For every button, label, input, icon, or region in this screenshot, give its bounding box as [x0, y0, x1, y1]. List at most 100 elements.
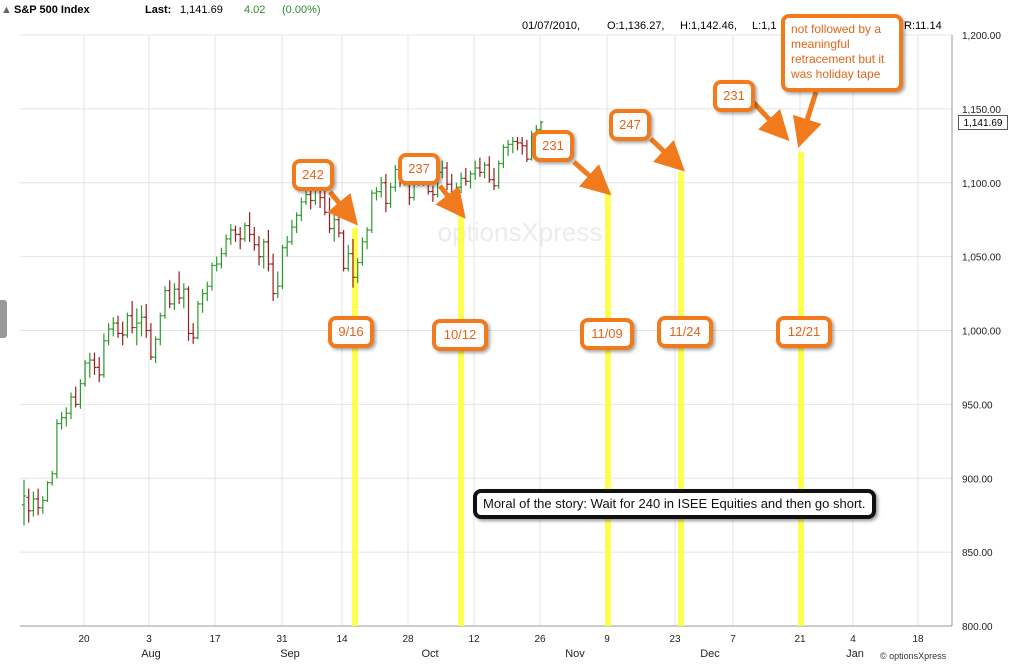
- ohlc-bar: [35, 488, 41, 516]
- x-tick-label: 21: [794, 634, 806, 645]
- y-axis-ticks: 1,200.00 1,150.00 1,100.00 1,050.00 1,000.00…: [962, 31, 1001, 633]
- ohlc-bar: [214, 256, 219, 272]
- isee-callout-4: 247: [609, 109, 651, 141]
- ohlc-bar: [299, 197, 304, 222]
- ohlc-bar: [482, 162, 487, 179]
- date-highlight-bar: [458, 210, 464, 626]
- ohlc-bar: [388, 182, 393, 208]
- isee-callout-2: 237: [398, 153, 440, 185]
- ohlc-bar: [228, 224, 233, 245]
- ohlc-bar: [120, 321, 125, 346]
- ohlc-bar: [261, 238, 266, 269]
- month-labels: Aug Sep Oct Nov Dec Jan: [141, 648, 864, 660]
- month-label: Sep: [280, 648, 300, 660]
- x-tick-label: 7: [730, 634, 736, 645]
- date-callout-5: 12/21: [776, 316, 832, 348]
- ohlc-bar: [195, 300, 201, 340]
- ohlc-bar: [463, 167, 468, 186]
- callout-arrow: [751, 100, 790, 142]
- ohlc-bar: [383, 173, 389, 213]
- ohlc-bar: [200, 289, 205, 313]
- ohlc-bar: [524, 139, 530, 163]
- ohlc-bar: [111, 317, 116, 337]
- ohlc-bar: [45, 481, 50, 502]
- ohlc-bar: [369, 190, 374, 233]
- x-axis-ticks: 20 3 17 31 14 28 12 26 9 23 7 21 4 18: [78, 634, 924, 645]
- ohlc-bar: [364, 227, 370, 250]
- ohlc-bar: [477, 157, 483, 177]
- ohlc-bar: [379, 176, 384, 198]
- side-panel-handle[interactable]: [0, 300, 7, 338]
- ohlc-bar: [54, 419, 60, 479]
- callout-arrow: [793, 91, 822, 148]
- isee-callout-5: 231: [713, 80, 755, 112]
- x-tick-label: 4: [850, 634, 856, 645]
- ohlc-bar: [129, 300, 135, 334]
- ohlc-bar: [303, 188, 309, 205]
- holiday-tape-note: not followed by a meaningful retracement…: [781, 14, 903, 92]
- ohlc-bar: [350, 238, 356, 288]
- highlight-bars: [352, 152, 804, 626]
- y-tick-label: 1,200.00: [962, 31, 1001, 42]
- x-tick-label: 28: [402, 634, 414, 645]
- ohlc-bar: [167, 280, 172, 309]
- ohlc-bar: [266, 230, 271, 272]
- ohlc-bar: [440, 160, 445, 179]
- ohlc-date: 01/07/2010,: [522, 20, 581, 32]
- callout-arrow: [327, 190, 359, 226]
- x-tick-label: 14: [336, 634, 348, 645]
- chart-header: ▲ S&P 500 Index Last: 1,141.69 4.02 (0.0…: [0, 0, 1012, 32]
- ohlc-bar: [50, 470, 55, 486]
- ohlc-bar: [162, 286, 168, 319]
- ohlc-bar: [223, 234, 229, 257]
- ohlc-bar: [275, 271, 280, 298]
- ohlc-bar: [125, 312, 130, 338]
- ohlc-bar: [341, 230, 346, 272]
- ohlc-bar: [242, 222, 248, 242]
- y-tick-label: 900.00: [962, 474, 993, 485]
- ohlc-bar: [92, 352, 97, 375]
- ohlc-bar: [64, 407, 69, 427]
- ohlc-bar: [374, 187, 379, 201]
- ohlc-bar: [26, 488, 31, 523]
- change-value: 4.02: [244, 4, 266, 16]
- x-tick-label: 12: [468, 634, 480, 645]
- ohlc-bar: [106, 323, 111, 346]
- ohlc-bar: [515, 136, 520, 151]
- ohlc-bar: [176, 271, 182, 304]
- ohlc-bar: [355, 258, 360, 284]
- y-tick-label: 1,000.00: [962, 327, 1001, 338]
- watermark: optionsXpress: [438, 217, 603, 247]
- ohlc-bar: [336, 207, 342, 238]
- ohlc-bar: [158, 312, 163, 346]
- x-tick-label: 18: [912, 634, 924, 645]
- ohlc-bar: [68, 392, 74, 420]
- month-label: Oct: [421, 648, 438, 660]
- ohlc-bar: [510, 136, 515, 154]
- month-label: Jan: [846, 648, 864, 660]
- ohlc-bar: [270, 253, 276, 301]
- x-tick-label: 9: [604, 634, 610, 645]
- ohlc-bar: [393, 165, 398, 192]
- ohlc-bar: [144, 303, 149, 338]
- isee-callout-3: 231: [532, 130, 574, 162]
- month-label: Aug: [141, 648, 161, 660]
- ohlc-bar: [289, 219, 295, 245]
- ohlc-bar: [148, 323, 154, 361]
- ohlc-bar: [172, 283, 177, 310]
- month-label: Nov: [565, 648, 585, 660]
- ohlc-bar: [285, 235, 290, 257]
- date-highlight-bar: [798, 152, 804, 626]
- isee-callout-1: 242: [292, 159, 334, 191]
- ohlc-bar: [238, 227, 243, 250]
- ohlc-bar: [491, 167, 497, 191]
- collapse-triangle-icon[interactable]: ▲: [1, 4, 12, 16]
- callout-arrow: [572, 160, 612, 196]
- x-tick-label: 20: [78, 634, 90, 645]
- x-tick-label: 17: [209, 634, 221, 645]
- ohlc-range: R:11.14: [904, 20, 942, 32]
- ohlc-bar: [280, 244, 285, 290]
- ohlc-bar: [87, 352, 92, 378]
- ohlc-high: H:1,142.46,: [680, 20, 737, 32]
